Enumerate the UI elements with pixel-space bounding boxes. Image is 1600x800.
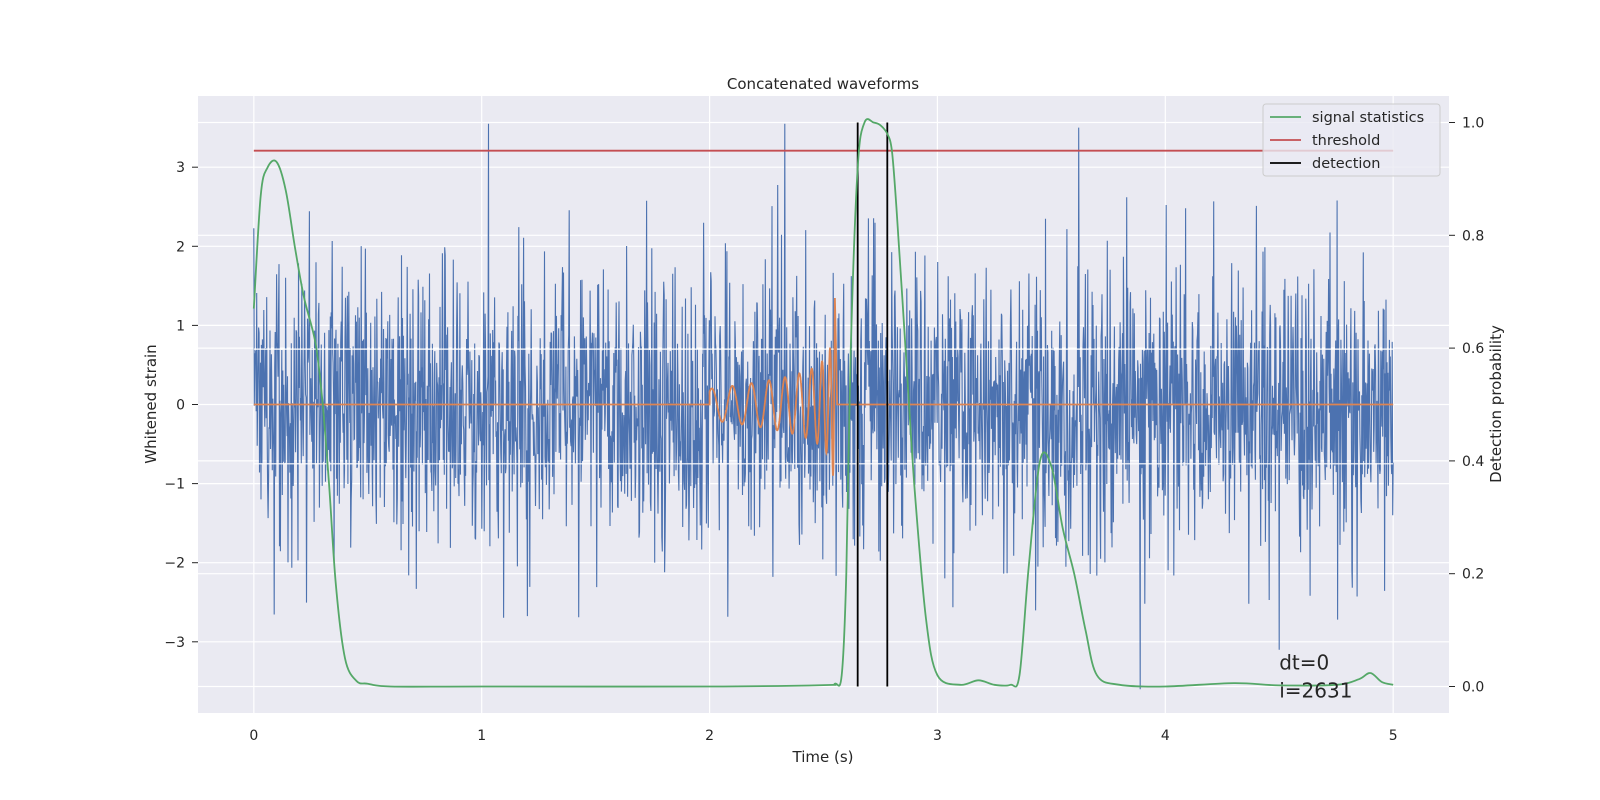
y-left-tick-label: 0: [176, 398, 185, 414]
series-injected-chirp: [253, 297, 1394, 476]
y-right-tick-label: 0.8: [1462, 228, 1484, 244]
annotation: dt=0 i=2631: [1279, 651, 1352, 703]
x-tick-label: 1: [477, 728, 486, 744]
x-tick-label: 5: [1389, 728, 1398, 744]
y-right-tick-label: 1.0: [1462, 116, 1484, 132]
y-left-tick-label: −2: [164, 556, 185, 572]
series-signal-statistics: [252, 118, 1394, 688]
annotation-dt: dt=0: [1279, 651, 1329, 675]
y-left-tick-label: −3: [164, 635, 185, 651]
y-left-tick-label: 3: [176, 160, 185, 176]
x-tick-label: 4: [1161, 728, 1170, 744]
series-layer: [252, 118, 1394, 690]
annotation-i: i=2631: [1279, 679, 1352, 703]
y-right-tick-label: 0.6: [1462, 341, 1484, 357]
y-left-tick-label: −1: [164, 477, 185, 493]
y-axis-right-label: Detection probability: [1487, 325, 1505, 483]
y-left-tick-label: 2: [176, 239, 185, 255]
y-right-tick-label: 0.2: [1462, 567, 1484, 583]
y-right-tick-label: 0.0: [1462, 679, 1484, 695]
y-left-tick-label: 1: [176, 318, 185, 334]
legend-label-signal-statistics: signal statistics: [1312, 110, 1424, 126]
axis-ticks: 0 1 2 3 4 5 −3 −2 −1 0 1 2 3 0.0 0.2 0.4 0.6 0.8 1.0: [164, 116, 1484, 744]
y-axis-left-label: Whitened strain: [142, 344, 160, 463]
legend-label-detection: detection: [1312, 156, 1380, 172]
x-axis-label: Time (s): [792, 748, 854, 766]
legend-label-threshold: threshold: [1312, 133, 1380, 149]
x-tick-label: 2: [705, 728, 714, 744]
y-right-tick-label: 0.4: [1462, 454, 1484, 470]
x-tick-label: 0: [249, 728, 258, 744]
x-tick-label: 3: [933, 728, 942, 744]
legend-box: [1262, 103, 1441, 177]
legend: signal statistics threshold detection: [1262, 103, 1441, 177]
chart-title: Concatenated waveforms: [727, 75, 919, 93]
